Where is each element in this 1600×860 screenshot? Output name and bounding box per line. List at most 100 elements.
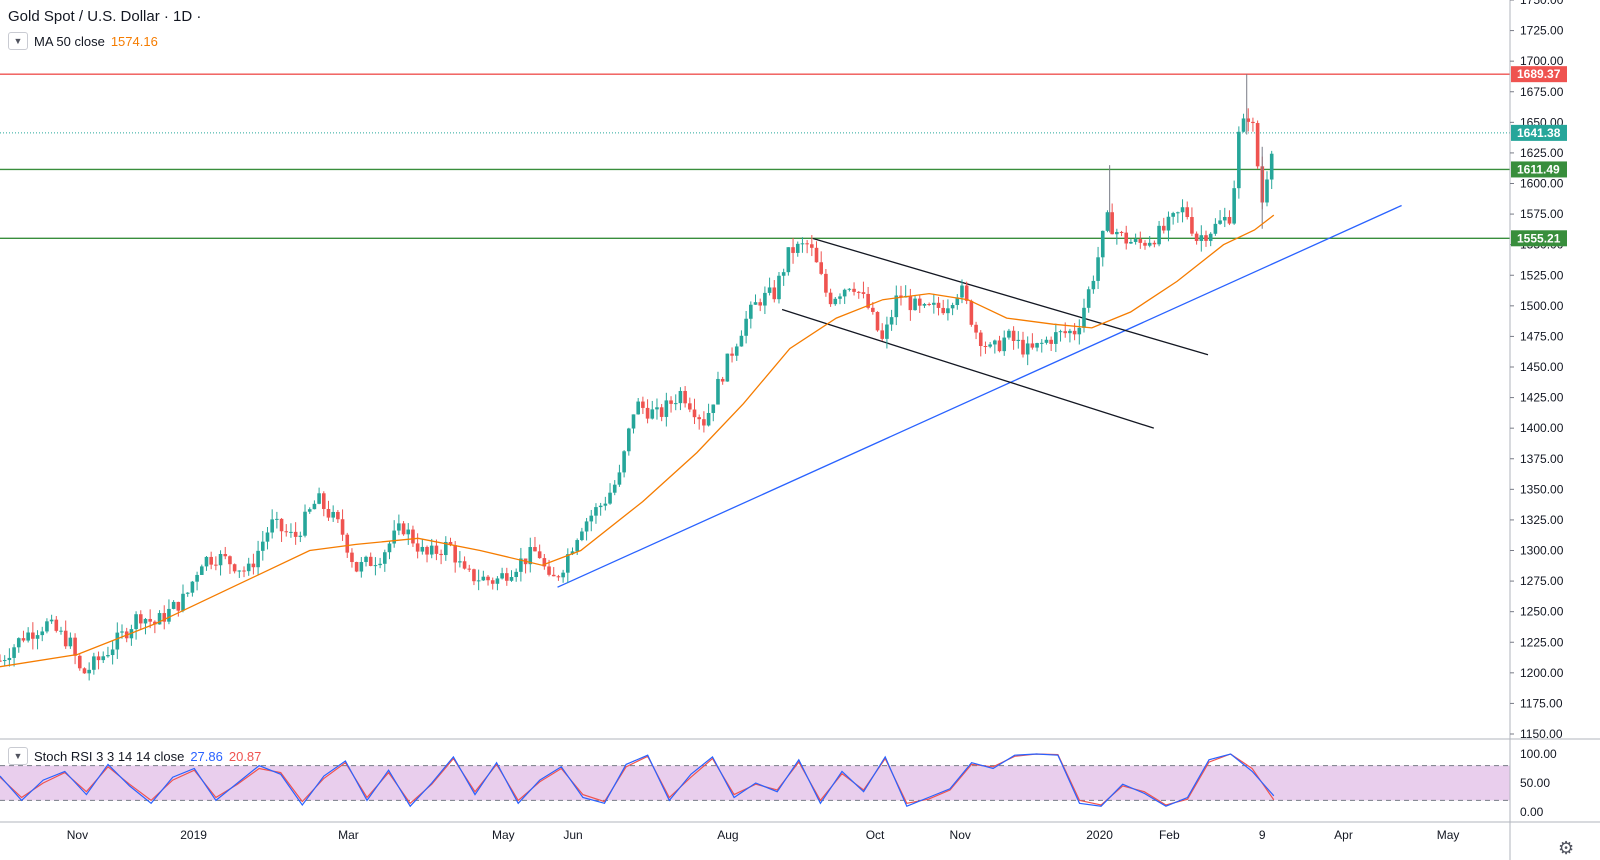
candle-body xyxy=(767,287,772,293)
candle-body xyxy=(551,574,556,577)
price-tick-label: 1150.00 xyxy=(1520,727,1563,741)
candle-body xyxy=(336,511,340,520)
candle-body xyxy=(917,298,922,306)
candle-body xyxy=(326,508,331,518)
candle-body xyxy=(824,273,828,293)
candle-body xyxy=(983,346,988,348)
candle-body xyxy=(1007,330,1011,338)
candle-body xyxy=(641,401,645,408)
stoch-rsi-k-line xyxy=(0,753,1275,808)
price-tick-label: 1500.00 xyxy=(1520,299,1564,313)
candle-body xyxy=(1227,216,1232,224)
candle-body xyxy=(40,631,45,636)
candle-body xyxy=(537,551,542,559)
rsi-tick-label: 50.00 xyxy=(1520,776,1550,790)
time-tick-label: Nov xyxy=(67,828,88,842)
time-tick-label: 2020 xyxy=(1086,828,1113,842)
candle-body xyxy=(96,656,101,661)
candle-body xyxy=(228,556,232,565)
candle-body xyxy=(181,593,185,611)
candle-body xyxy=(580,531,584,541)
candle-body xyxy=(359,562,364,572)
candle-body xyxy=(1237,131,1241,189)
candle-body xyxy=(1044,339,1049,343)
candle-body xyxy=(378,563,382,566)
candle-body xyxy=(969,300,974,325)
price-tick-label: 1400.00 xyxy=(1520,421,1564,435)
candle-body xyxy=(547,566,551,575)
candle-body xyxy=(1232,188,1236,224)
candle-body xyxy=(936,302,941,308)
gear-icon[interactable]: ⚙ xyxy=(1558,838,1575,858)
chevron-down-icon[interactable]: ▼ xyxy=(8,32,28,50)
candle-body xyxy=(1218,220,1222,224)
candle-body xyxy=(279,518,284,532)
candle-body xyxy=(871,307,875,312)
candle-body xyxy=(922,303,927,306)
candle-body xyxy=(298,535,303,537)
candle-body xyxy=(1016,339,1021,341)
candle-body xyxy=(842,289,847,297)
price-tick-label: 1475.00 xyxy=(1520,329,1564,343)
ma50-line xyxy=(0,214,1275,668)
candle-body xyxy=(190,581,195,593)
candle-body xyxy=(781,272,786,276)
level-labels-layer: 1689.37 1641.38 1611.49 1555.21 xyxy=(1511,66,1567,247)
candle-body xyxy=(589,515,594,522)
candle-body xyxy=(889,317,894,325)
candle-body xyxy=(566,554,570,573)
current-level-badge xyxy=(1511,124,1567,141)
candle-body xyxy=(82,668,87,674)
candle-body xyxy=(598,505,603,508)
candle-body xyxy=(932,302,936,305)
candle-body xyxy=(730,353,734,356)
candle-body xyxy=(978,332,983,347)
candle-body xyxy=(1147,242,1152,246)
price-tick-label: 1625.00 xyxy=(1520,146,1564,160)
candle-body xyxy=(1171,213,1175,217)
candle-body xyxy=(1246,118,1251,122)
candle-body xyxy=(519,558,523,572)
candle-body xyxy=(542,558,547,567)
candle-body xyxy=(87,669,91,674)
time-tick-label: Oct xyxy=(866,828,885,842)
candle-body xyxy=(242,570,246,572)
candle-body xyxy=(1194,233,1199,241)
candle-body xyxy=(692,409,697,418)
candle-body xyxy=(1025,343,1030,355)
candle-body xyxy=(420,546,425,552)
candle-body xyxy=(382,552,387,564)
candle-body xyxy=(608,492,612,504)
candle-body xyxy=(68,637,73,647)
candle-body xyxy=(993,340,997,345)
candle-body xyxy=(167,608,171,622)
stoch-rsi-k-value: 27.86 xyxy=(190,748,223,764)
candle-body xyxy=(749,304,753,319)
candle-body xyxy=(476,580,481,582)
candle-body xyxy=(941,307,946,314)
candle-body xyxy=(199,566,204,575)
candle-body xyxy=(317,493,321,504)
candle-body xyxy=(617,472,622,485)
ma-label: MA 50 close xyxy=(34,33,105,49)
candle-body xyxy=(237,570,242,572)
candle-body xyxy=(73,637,77,656)
candle-body xyxy=(148,618,152,622)
time-tick-label: May xyxy=(1437,828,1460,842)
candle-body xyxy=(669,400,673,404)
chevron-down-icon[interactable]: ▼ xyxy=(8,747,28,765)
stoch-rsi-legend: ▼ Stoch RSI 3 3 14 14 close 27.86 20.87 xyxy=(8,747,261,765)
candle-body xyxy=(31,632,35,639)
candle-body xyxy=(45,621,49,632)
stoch-rsi-label: Stoch RSI 3 3 14 14 close xyxy=(34,748,185,764)
candle-body xyxy=(392,530,396,544)
candle-body xyxy=(293,531,298,537)
time-tick-label: 2019 xyxy=(180,828,207,842)
candle-body xyxy=(115,632,120,650)
candle-body xyxy=(866,293,870,308)
candle-body xyxy=(650,409,655,419)
candle-body xyxy=(411,529,415,544)
time-tick-label: Apr xyxy=(1334,828,1353,842)
candle-body xyxy=(664,400,669,417)
candle-body xyxy=(1054,332,1058,344)
